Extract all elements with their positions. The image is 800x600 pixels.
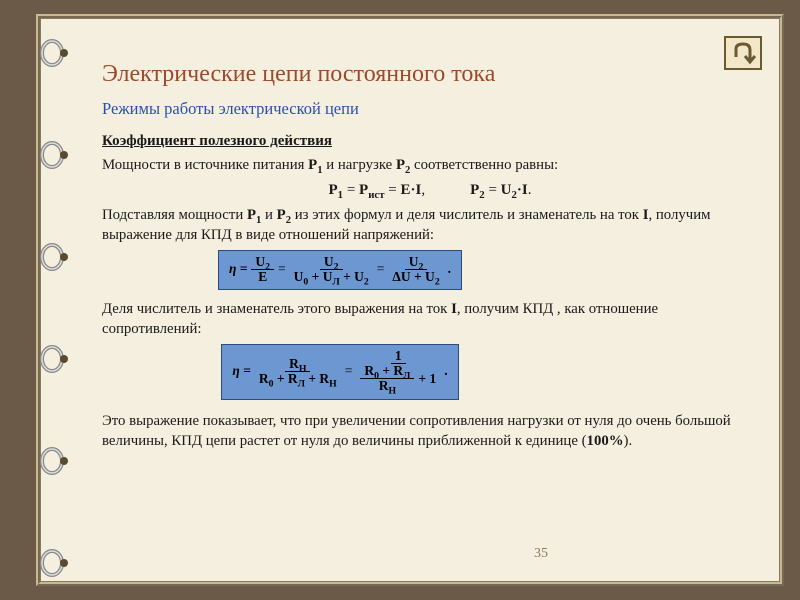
symbol-p2: P2	[277, 207, 291, 223]
slide-number: 35	[534, 545, 548, 564]
paragraph: Мощности в источнике питания P1 и нагруз…	[102, 156, 758, 176]
paragraph: Деля числитель и знаменатель этого выраж…	[102, 300, 758, 340]
text: соответственно равны:	[410, 157, 558, 173]
page-title: Электрические цепи постоянного тока	[102, 58, 758, 90]
text: и	[261, 207, 276, 223]
section-heading: Коэффициент полезного действия	[102, 133, 332, 149]
symbol-p1: P1	[247, 207, 261, 223]
text: Это выражение показывает, что при увелич…	[102, 413, 731, 449]
symbol-p1: P1	[308, 157, 322, 173]
text: из этих формул и деля числитель и знамен…	[291, 207, 643, 223]
percent: 100%	[587, 433, 624, 449]
text: ).	[624, 433, 633, 449]
text: Деля числитель и знаменатель этого выраж…	[102, 301, 451, 317]
symbol-p2: P2	[396, 157, 410, 173]
text: и нагрузке	[323, 157, 396, 173]
inline-equation: P1 = Pист = E·I, P2 = U2·I.	[102, 180, 758, 200]
slide-frame: Электрические цепи постоянного тока Режи…	[36, 14, 784, 586]
eta: η =	[229, 260, 247, 278]
eta: η =	[232, 362, 250, 380]
text: Мощности в источнике питания	[102, 157, 308, 173]
paragraph: Подставляя мощности P1 и P2 из этих форм…	[102, 206, 758, 246]
formula-box-2: η = RНR0 + RЛ + RН = 1 R0 + RЛRН + 1 .	[102, 344, 758, 400]
slide-content: Электрические цепи постоянного тока Режи…	[102, 58, 758, 568]
formula-box-1: η = U2E = U2U0 + UЛ + U2 = U2ΔU + U2 .	[102, 250, 758, 290]
binder-rings	[44, 38, 104, 578]
text: Подставляя мощности	[102, 207, 247, 223]
page-subtitle: Режимы работы электрической цепи	[102, 98, 758, 120]
paragraph: Это выражение показывает, что при увелич…	[102, 412, 758, 452]
